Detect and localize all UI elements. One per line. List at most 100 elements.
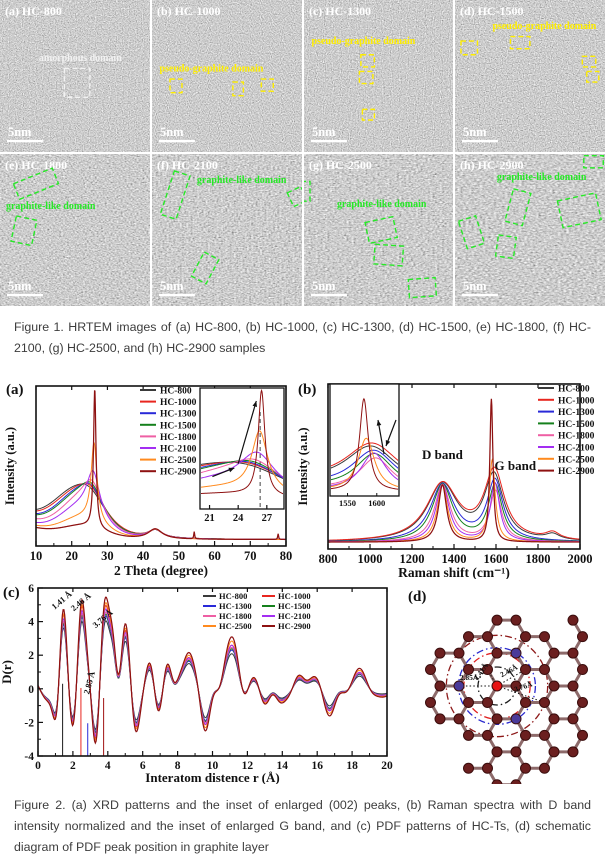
domain-box [509,35,531,50]
domain-box [159,170,191,221]
legend-label: HC-2100 [160,444,197,454]
x-tick-label: 800 [319,552,338,566]
raman-series-HC-1500 [327,482,580,542]
domain-box [358,70,374,85]
x-tick-label: 0 [35,760,41,772]
carbon-atom [482,762,493,774]
carbon-atom [539,663,550,675]
y-tick-label: 4 [28,616,34,628]
y-tick-label: -2 [24,717,34,729]
carbon-atom [510,614,522,626]
scale-bar [462,139,499,143]
domain-box [494,234,518,260]
panel-label: (f) HC-2100 [157,158,218,172]
legend-label: HC-1000 [160,398,197,408]
scale-bar [158,293,195,297]
carbon-atom [539,630,550,642]
legend-label: HC-800 [160,386,192,396]
y-tick-label: 6 [28,583,34,595]
carbon-atom [491,713,503,725]
x-tick-label: 2000 [568,552,593,566]
scale-bar-label: 5nm [463,125,487,139]
inset-tick-label: 1600 [368,498,385,508]
domain-label: graphite-like domain [497,172,587,183]
scale-bar-label: 5nm [8,125,32,139]
raman-series-HC-1300 [328,477,581,542]
carbon-atom [453,713,465,725]
carbon-atom [548,680,560,692]
carbon-atom [491,745,503,757]
x-tick-label: 8 [175,760,181,772]
panel-label: (h) HC-2900 [460,158,524,172]
x-axis-label: Raman shift (cm⁻¹) [398,565,510,579]
y-axis-label: D(r) [0,660,14,684]
scale-bar [158,139,195,143]
hrtem-panel-c: (c) HC-1300 pseudo-graphite domain 5nm [303,0,454,152]
panel-label: (d) HC-1500 [460,4,524,18]
x-tick-label: 1400 [442,552,467,566]
hrtem-panel-f: (f) HC-2100 graphite-like domain 5nm [151,154,302,306]
figure2-section: 10 20 30 40 50 60 70 80 2 Theta (degree) Intensit… [0,373,605,859]
inset-tick-label: 1550 [339,498,356,508]
domain-label: pseudo-graphite domain [493,21,597,32]
carbon-atom [520,630,531,642]
legend-label: HC-2100 [278,611,311,621]
panel-letter: (b) [298,382,316,398]
x-tick-label: 1600 [484,552,509,566]
carbon-atom [491,778,503,784]
raman-series-HC-2900 [328,398,580,543]
carbon-atom [482,696,493,708]
x-tick-label: 1800 [526,552,551,566]
band-label: G band [495,458,537,473]
hrtem-image-b: (b) HC-1000 pseudo-graphite domain 5nm [151,0,302,152]
domain-box [586,70,600,83]
domain-box [556,192,603,229]
carbon-atom [453,680,465,692]
scale-bar [6,139,43,143]
carbon-atom [548,713,560,725]
carbon-atom [453,647,465,659]
carbon-atom [548,647,560,659]
carbon-atom [425,663,436,675]
scale-bar [310,293,347,297]
hrtem-image-d: (d) HC-1500 pseudo-graphite domain 5nm [455,0,605,152]
legend-label: HC-2100 [558,443,595,453]
x-tick-label: 60 [208,549,221,563]
shell-circle [445,634,549,737]
y-axis-label: Intensity (a.u.) [3,427,17,505]
x-tick-label: 16 [311,760,323,772]
x-tick-label: 18 [346,760,358,772]
raman-series-HC-1000 [327,466,581,541]
carbon-atom [577,729,588,741]
carbon-atom [539,762,550,774]
domain-label: graphite-like domain [197,175,287,186]
domain-box [361,108,375,121]
raman-inset: 1550 1600 [329,383,400,508]
x-tick-label: 2 [70,760,76,772]
carbon-atom [520,696,531,708]
hrtem-image-a: (a) HC-800 amorphous domain 5nm [0,0,150,152]
x-tick-label: 20 [381,760,393,772]
tem-noise [303,0,454,152]
scale-bar-label: 5nm [8,279,32,293]
hrtem-panel-b: (b) HC-1000 pseudo-graphite domain 5nm [151,0,302,152]
inset-tick-label: 24 [233,513,244,524]
x-tick-label: 14 [277,760,289,772]
carbon-atom [463,630,474,642]
legend-label: HC-1500 [278,601,311,611]
domain-box [63,67,91,98]
hrtem-image-e: (e) HC-1800 graphite-like domain 5nm [0,154,150,306]
figure1-section: (a) HC-800 amorphous domain 5nm (b) HC-1000… [0,0,605,360]
domain-box [460,40,479,56]
domain-label: graphite-like domain [6,201,96,212]
domain-label: pseudo-graphite domain [311,36,415,47]
domain-box [583,154,605,169]
x-tick-label: 6 [140,760,146,772]
carbon-atom [463,696,474,708]
legend-label: HC-1300 [160,409,197,419]
domain-box [303,180,311,202]
carbon-atom [463,762,474,774]
carbon-atom [567,745,579,757]
